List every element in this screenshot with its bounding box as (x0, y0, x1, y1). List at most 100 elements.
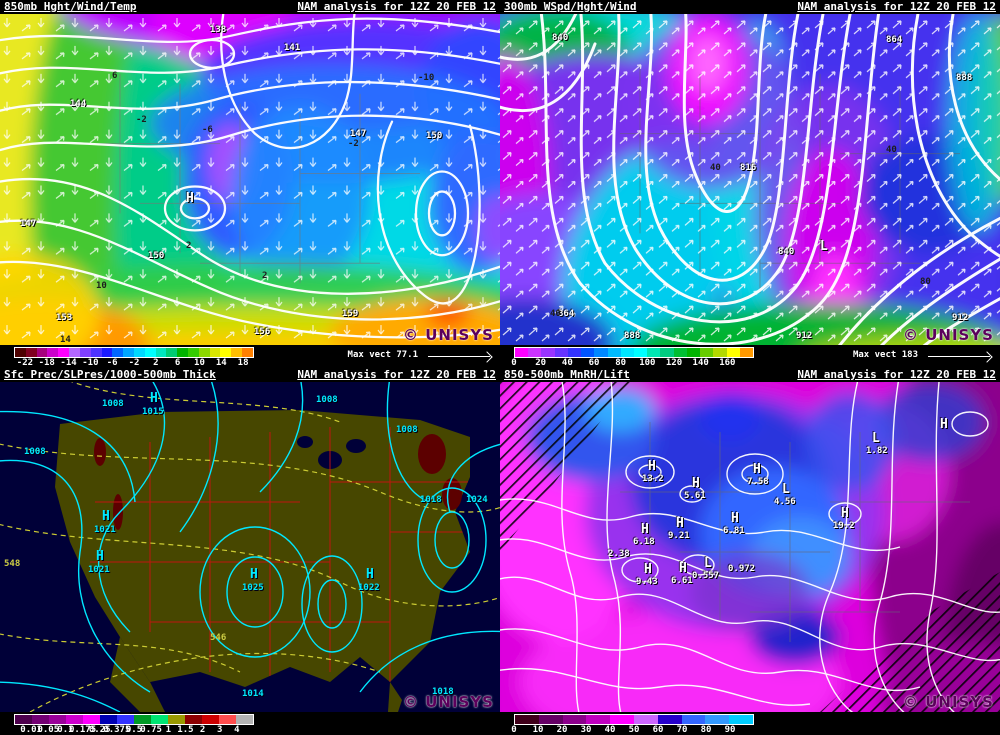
titlebar-850mb: 850mb Hght/Wind/Temp NAM analysis for 12… (0, 0, 500, 14)
map-annotation: H (150, 391, 158, 406)
panel-850-500mb-mnrh-lift: 850-500mb MnRH/Lift NAM analysis for 12Z… (500, 368, 1000, 735)
map-annotation: 9.21 (668, 531, 690, 541)
map-850-500mb-mnrh-lift: H 13.2 H 7.58 L 4.56 H 5.61 H 6.81 H 9.21 H 6.18 2.38 H… (500, 382, 1000, 712)
map-annotation: H (102, 509, 110, 524)
unisys-logo: © UNISYS (902, 693, 994, 711)
map-annotation: H (648, 459, 656, 474)
map-annotation: -10 (418, 73, 435, 83)
map-annotation: 2.38 (608, 549, 630, 559)
map-850mb-graphic (0, 14, 500, 345)
map-annotation: 6 (112, 71, 118, 81)
map-annotation: 6.18 (633, 537, 655, 547)
lift-contours (500, 382, 1000, 712)
thickness-contours (0, 382, 500, 712)
colorbar-ticks: -22 -18 -14 -10 -6 -2 2 6 10 14 18 (16, 358, 249, 368)
map-annotation: 14 (60, 335, 71, 345)
map-annotation: 7.58 (747, 477, 769, 487)
scalebar-rh: 0 10 20 30 40 50 60 70 80 90 (500, 712, 1000, 735)
map-annotation: 2 (262, 271, 268, 281)
map-annotation: 156 (254, 327, 271, 337)
map-annotation: 80 (920, 277, 931, 287)
map-sfc-prec-slpres-thick: H 1015 1008 1008 1008 1008 H 1021 H 1021 H 1025 H 102… (0, 382, 500, 712)
map-annotation: 150 (148, 251, 165, 261)
map-annotation: 1021 (94, 525, 116, 535)
map-annotation: H (731, 511, 739, 526)
colorbar-ticks: 0 20 40 60 80 100 120 140 160 (511, 358, 736, 368)
titlebar-sfc: Sfc Prec/SLPres/1000-500mb Thick NAM ana… (0, 368, 500, 382)
map-annotation: 9.43 (636, 577, 658, 587)
colorbar-rh (514, 714, 754, 725)
map-annotation: 1008 (102, 399, 124, 409)
scalebar-300mb: 0 20 40 60 80 100 120 140 160 Max vect 183 (500, 345, 1000, 368)
map-annotation: 147 (350, 129, 367, 139)
map-annotation: 1008 (396, 425, 418, 435)
map-annotation: 0.972 (728, 564, 756, 574)
titlebar-300mb: 300mb WSpd/Hght/Wind NAM analysis for 12… (500, 0, 1000, 14)
scalebar-850mb: -22 -18 -14 -10 -6 -2 2 6 10 14 18 Max vect 77.1 (0, 345, 500, 368)
state-borders (620, 422, 970, 642)
map-annotation: 864 (886, 35, 903, 45)
map-mnrh-graphic (500, 382, 1000, 712)
map-annotation: -2 (348, 139, 359, 149)
map-annotation: 888 (624, 331, 641, 341)
isobars (0, 382, 500, 712)
max-vect-arrow-icon (428, 356, 490, 357)
map-annotation: 548 (4, 559, 21, 569)
map-annotation: 0.557 (692, 571, 720, 581)
map-annotation: -6 (202, 125, 213, 135)
height-contours (0, 14, 500, 339)
map-annotation: 1008 (24, 447, 46, 457)
panel-850mb-hght-wind-temp: 850mb Hght/Wind/Temp NAM analysis for 12… (0, 0, 500, 368)
map-annotation: 840 (552, 33, 569, 43)
colorbar-windspeed (514, 347, 754, 358)
map-annotation: H (641, 522, 649, 537)
map-annotation: 147 (20, 219, 37, 229)
map-annotation: 1022 (358, 583, 380, 593)
map-annotation: 4.56 (774, 497, 796, 507)
map-annotation: 912 (952, 313, 969, 323)
panel-sfc-prec-slpres-thick: Sfc Prec/SLPres/1000-500mb Thick NAM ana… (0, 368, 500, 735)
map-annotation: H (96, 549, 104, 564)
colorbar-ticks: 0.01 0.05 0.1 0.175 0.25 0.375 0.5 0.75 1 1.5 2 3 4 (20, 725, 240, 735)
map-annotation: 1024 (466, 495, 488, 505)
map-annotation: 546 (210, 633, 227, 643)
map-annotation: 1025 (242, 583, 264, 593)
unisys-logo: © UNISYS (902, 326, 994, 344)
analysis-label: NAM analysis for 12Z 20 FEB 12 (797, 368, 996, 381)
map-annotation: 138 (210, 25, 227, 35)
analysis-label: NAM analysis for 12Z 20 FEB 12 (297, 0, 496, 13)
map-annotation: 40 (886, 145, 897, 155)
map-annotation: H (753, 462, 761, 477)
map-300mb-graphic (500, 14, 1000, 345)
stable-hatching (500, 382, 1000, 712)
map-annotation: H (250, 567, 258, 582)
map-annotation: H (366, 567, 374, 582)
map-annotation: 6.61 (671, 576, 693, 586)
height-contours (500, 14, 1000, 345)
colorbar-precip (14, 714, 254, 725)
map-sfc-graphic (0, 382, 500, 712)
max-vect-label: Max vect 183 (852, 350, 918, 360)
map-annotation: 1015 (142, 407, 164, 417)
map-annotation: -2 (136, 115, 147, 125)
panel-title: 850-500mb MnRH/Lift (504, 368, 630, 381)
map-annotation: 840 (778, 247, 795, 257)
map-annotation: H (841, 506, 849, 521)
titlebar-mnrh: 850-500mb MnRH/Lift NAM analysis for 12Z… (500, 368, 1000, 382)
map-annotation: 13.2 (642, 474, 664, 484)
map-annotation: 10 (96, 281, 107, 291)
map-annotation: 1014 (242, 689, 264, 699)
unisys-logo: © UNISYS (402, 693, 494, 711)
panel-300mb-wspd-hght-wind: 300mb WSpd/Hght/Wind NAM analysis for 12… (500, 0, 1000, 368)
map-annotation: 150 (426, 131, 443, 141)
map-annotation: 40 (710, 163, 721, 173)
max-vect-label: Max vect 77.1 (347, 350, 418, 360)
panel-title: 850mb Hght/Wind/Temp (4, 0, 137, 13)
map-annotation: H (186, 191, 194, 206)
map-annotation: 153 (56, 313, 73, 323)
map-annotation: H (692, 476, 700, 491)
map-annotation: 864 (558, 309, 575, 319)
map-annotation: L (704, 556, 712, 571)
map-annotation: 40 (550, 309, 561, 319)
map-annotation: H (644, 562, 652, 577)
